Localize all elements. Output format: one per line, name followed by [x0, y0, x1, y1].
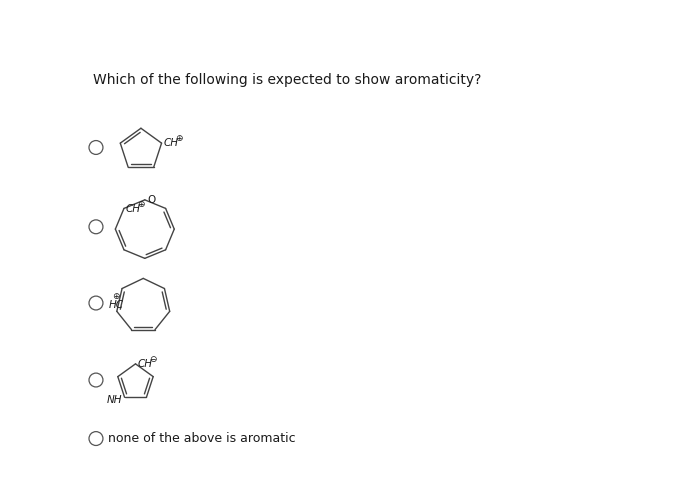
Text: ⊕: ⊕ [175, 135, 183, 144]
Text: NH: NH [107, 395, 123, 405]
Text: ⊕: ⊕ [138, 200, 145, 209]
Text: CH: CH [164, 138, 179, 148]
Text: CH: CH [125, 204, 140, 214]
Text: Which of the following is expected to show aromaticity?: Which of the following is expected to sh… [93, 73, 481, 87]
Text: O: O [147, 195, 155, 205]
Text: ⊕: ⊕ [112, 292, 120, 301]
Text: CH: CH [138, 359, 153, 369]
Text: HC: HC [108, 299, 123, 309]
Text: ⊖: ⊖ [149, 355, 157, 364]
Text: none of the above is aromatic: none of the above is aromatic [108, 432, 296, 445]
